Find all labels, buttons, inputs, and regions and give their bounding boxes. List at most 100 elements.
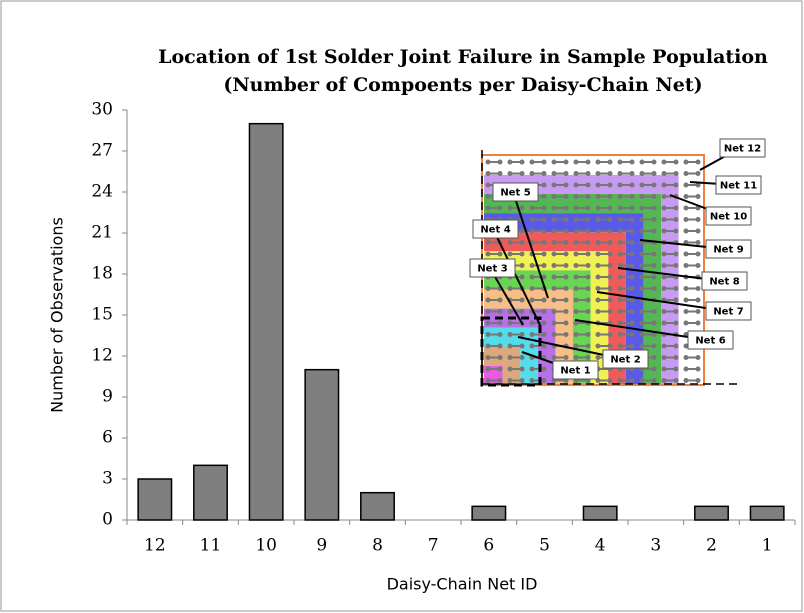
x-tick-label: 3 [650,536,661,556]
joint [507,343,513,349]
joint [573,332,579,337]
joint [541,194,547,199]
joint [585,171,591,176]
joint [485,297,491,303]
joint [607,171,613,176]
joint [563,182,569,188]
annotation-box [715,175,762,195]
joint [529,343,535,349]
joint [683,343,689,349]
joint [563,320,569,326]
joint [507,240,513,245]
joint [607,159,613,165]
joint [607,217,613,222]
joint [651,171,657,176]
joint [629,205,635,211]
joint [683,366,689,372]
joint [629,274,635,280]
x-tick-label: 12 [144,536,166,556]
joint [585,240,591,245]
joint [617,320,623,326]
joint [541,228,547,234]
joint [551,297,557,303]
x-tick-label: 2 [706,536,717,556]
annotation-box [492,182,539,202]
bar [582,505,618,521]
y-tick-label: 21 [91,223,113,243]
joint [541,159,547,165]
joint [595,274,601,280]
bar [749,505,785,521]
joint [485,251,491,257]
joint [497,320,503,326]
joint [529,263,535,268]
joint [573,217,579,222]
joint [529,320,535,326]
joint [595,343,601,349]
joint [695,366,701,372]
x-axis-label: Daisy-Chain Net ID [387,575,538,594]
joint [673,378,679,383]
joint [651,274,657,280]
joint [629,309,635,314]
annotation: Net 11 [720,181,757,192]
joint [551,205,557,211]
joint [551,217,557,222]
joint [507,320,513,326]
joint [629,171,635,176]
annotation-box [705,301,752,321]
joint [661,182,667,188]
joint [661,217,667,222]
joint [541,240,547,245]
joint [551,355,557,360]
joint [617,240,623,245]
joint [683,309,689,314]
joint [683,355,689,360]
joint [673,159,679,165]
joint [573,297,579,303]
joint [629,194,635,199]
joint [563,274,569,280]
joint [695,228,701,234]
chart-title: Location of 1st Solder Joint Failure in … [158,46,768,68]
joint [661,366,667,372]
joint [585,217,591,222]
joint [595,297,601,303]
joint [673,251,679,257]
joint [607,205,613,211]
joint [651,332,657,337]
joint [617,205,623,211]
joint [541,332,547,337]
x-tick-label: 4 [595,536,606,556]
x-tick-label: 9 [316,536,327,556]
joint [639,286,645,291]
joint [683,251,689,257]
joint [695,320,701,326]
joint [563,240,569,245]
joint [673,343,679,349]
joint [563,217,569,222]
joint [595,251,601,257]
joint [607,251,613,257]
joint [529,366,535,372]
joint [639,332,645,337]
bar [694,505,729,521]
joint [497,343,503,349]
joint [683,378,689,383]
joint [695,182,701,188]
joint [617,228,623,234]
joint [639,194,645,199]
joint [607,194,613,199]
joint [661,263,667,268]
joint [673,263,679,268]
joint [551,159,557,165]
joint [617,251,623,257]
annotation: Net 2 [610,355,640,366]
bar [360,491,395,521]
x-tick-label: 5 [539,536,550,556]
joint [639,274,645,280]
joint [485,366,491,372]
y-tick-label: 24 [91,182,113,202]
annotation-box [705,206,752,226]
joint [695,159,701,165]
